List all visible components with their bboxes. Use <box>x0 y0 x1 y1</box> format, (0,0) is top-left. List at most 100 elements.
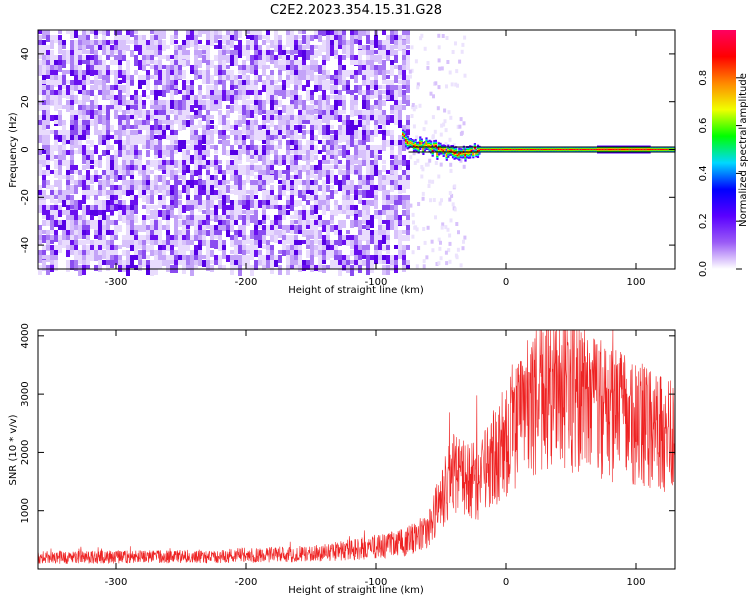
spectrogram-noise-cell <box>342 75 346 83</box>
spectrogram-noise-cell <box>306 230 310 235</box>
spectrogram-noise-cell <box>54 170 58 178</box>
spectrogram-noise-cell <box>170 150 174 161</box>
spectrogram-noise-cell <box>302 85 306 91</box>
spectrogram-noise-cell <box>218 230 222 239</box>
spectrogram-noise-cell <box>78 55 82 64</box>
spectrogram-noise-cell <box>98 210 102 217</box>
spectrogram-noise-cell <box>226 90 230 95</box>
spectrogram-noise-cell <box>246 215 250 224</box>
spectrogram-noise-cell <box>398 145 402 156</box>
spectrogram-noise-cell <box>94 35 98 39</box>
spectrogram-noise-cell <box>142 45 146 51</box>
spectrogram-noise-cell <box>318 170 322 180</box>
spectrogram-noise-cell <box>74 245 78 253</box>
spectrogram-noise-cell <box>154 240 158 245</box>
spectrogram-noise-cell <box>226 220 230 227</box>
spectrogram-noise-cell <box>122 160 126 168</box>
spectrogram-noise-cell <box>390 60 394 67</box>
spectrogram-noise-cell <box>338 65 342 72</box>
spectrogram-noise-cell <box>106 45 110 56</box>
spectrogram-noise-cell <box>298 255 302 266</box>
spectrogram-noise-cell <box>226 30 230 36</box>
spectrogram-noise-cell <box>66 185 70 194</box>
spectrogram-noise-cell <box>358 65 362 75</box>
spectrogram-noise-cell <box>118 125 122 135</box>
spectrogram-noise-cell <box>246 90 250 98</box>
spectrogram-noise-cell <box>206 215 210 220</box>
spectrogram-x-tick-label: -200 <box>235 277 258 288</box>
spectrogram-noise-cell <box>394 230 398 237</box>
spectrogram-noise-cell <box>142 105 146 109</box>
spectrogram-noise-cell <box>234 165 238 171</box>
spectrogram-noise-cell <box>302 230 306 237</box>
spectrogram-noise-cell <box>194 265 198 269</box>
spectrogram-noise-cell <box>366 185 370 190</box>
spectrogram-noise-cell <box>114 105 118 113</box>
spectrogram-noise-cell <box>406 165 410 172</box>
spectrogram-noise-cell <box>222 35 226 44</box>
spectrogram-noise-cell <box>222 65 226 69</box>
spectrogram-noise-cell <box>150 40 154 49</box>
spectrogram-noise-cell <box>130 130 134 139</box>
spectrogram-noise-cell <box>74 60 78 65</box>
spectrogram-noise-cell <box>198 30 202 37</box>
spectrogram-noise-cell <box>118 140 122 147</box>
spectrogram-noise-cell <box>234 140 238 145</box>
spectrogram-noise-cell <box>38 30 42 34</box>
spectrogram-noise-cell <box>326 235 330 244</box>
spectrogram-noise-cell <box>178 245 182 250</box>
spectrogram-noise-cell <box>286 120 290 126</box>
spectrogram-noise-cell <box>282 135 286 139</box>
spectrogram-noise-cell <box>250 30 254 39</box>
spectrogram-signal-cell <box>653 148 656 151</box>
spectrogram-noise-cell <box>206 240 210 247</box>
spectrogram-noise-cell <box>298 105 302 114</box>
spectrogram-noise-cell <box>242 80 246 85</box>
spectrogram-noise-cell <box>210 200 214 208</box>
spectrogram-noise-cell <box>98 90 102 95</box>
spectrogram-noise-cell <box>66 240 70 246</box>
spectrogram-noise-cell <box>106 225 110 231</box>
spectrogram-noise-cell <box>62 150 66 157</box>
spectrogram-noise-cell <box>326 80 330 90</box>
spectrogram-noise-cell <box>358 120 362 127</box>
spectrogram-noise-cell <box>214 160 218 167</box>
spectrogram-signal-cell <box>639 148 642 151</box>
spectrogram-noise-cell <box>74 250 78 260</box>
spectrogram-noise-cell <box>98 85 102 90</box>
spectrogram-noise-cell <box>154 190 158 195</box>
spectrogram-noise-cell <box>258 185 262 191</box>
spectrogram-noise-cell <box>42 145 46 151</box>
spectrogram-noise-cell <box>278 195 282 200</box>
spectrogram-noise-cell <box>314 85 318 92</box>
colorbar-tick-label: 0.0 <box>698 261 709 277</box>
spectrogram-noise-cell <box>278 160 282 166</box>
spectrogram-noise-cell <box>134 100 138 104</box>
spectrogram-noise-cell <box>370 185 374 190</box>
spectrogram-signal-cell <box>406 141 409 144</box>
spectrogram-noise-cell <box>274 225 278 232</box>
spectrogram-noise-cell <box>106 40 110 45</box>
spectrogram-noise-cell <box>142 195 146 202</box>
spectrogram-noise-cell <box>294 40 298 49</box>
spectrogram-noise-cell <box>378 155 382 160</box>
spectrogram-noise-cell <box>110 105 114 109</box>
spectrogram-noise-cell <box>242 140 246 147</box>
spectrogram-signal-cell <box>625 148 628 151</box>
spectrogram-noise-cell <box>270 190 274 196</box>
spectrogram-signal-cell <box>425 142 428 145</box>
spectrogram-signal-cell <box>595 148 598 151</box>
spectrogram-noise-cell <box>358 160 362 167</box>
spectrogram-faint-cell <box>442 122 446 127</box>
spectrogram-noise-cell <box>382 185 386 191</box>
spectrogram-noise-cell <box>82 245 86 252</box>
spectrogram-noise-cell <box>338 230 342 239</box>
spectrogram-noise-cell <box>390 255 394 262</box>
spectrogram-noise-cell <box>66 70 70 74</box>
spectrogram-noise-cell <box>230 125 234 129</box>
spectrogram-noise-cell <box>38 130 42 138</box>
spectrogram-signal-cell <box>444 148 447 151</box>
spectrogram-faint-cell <box>463 235 467 240</box>
spectrogram-noise-cell <box>362 210 366 218</box>
spectrogram-signal-cell <box>509 148 512 151</box>
